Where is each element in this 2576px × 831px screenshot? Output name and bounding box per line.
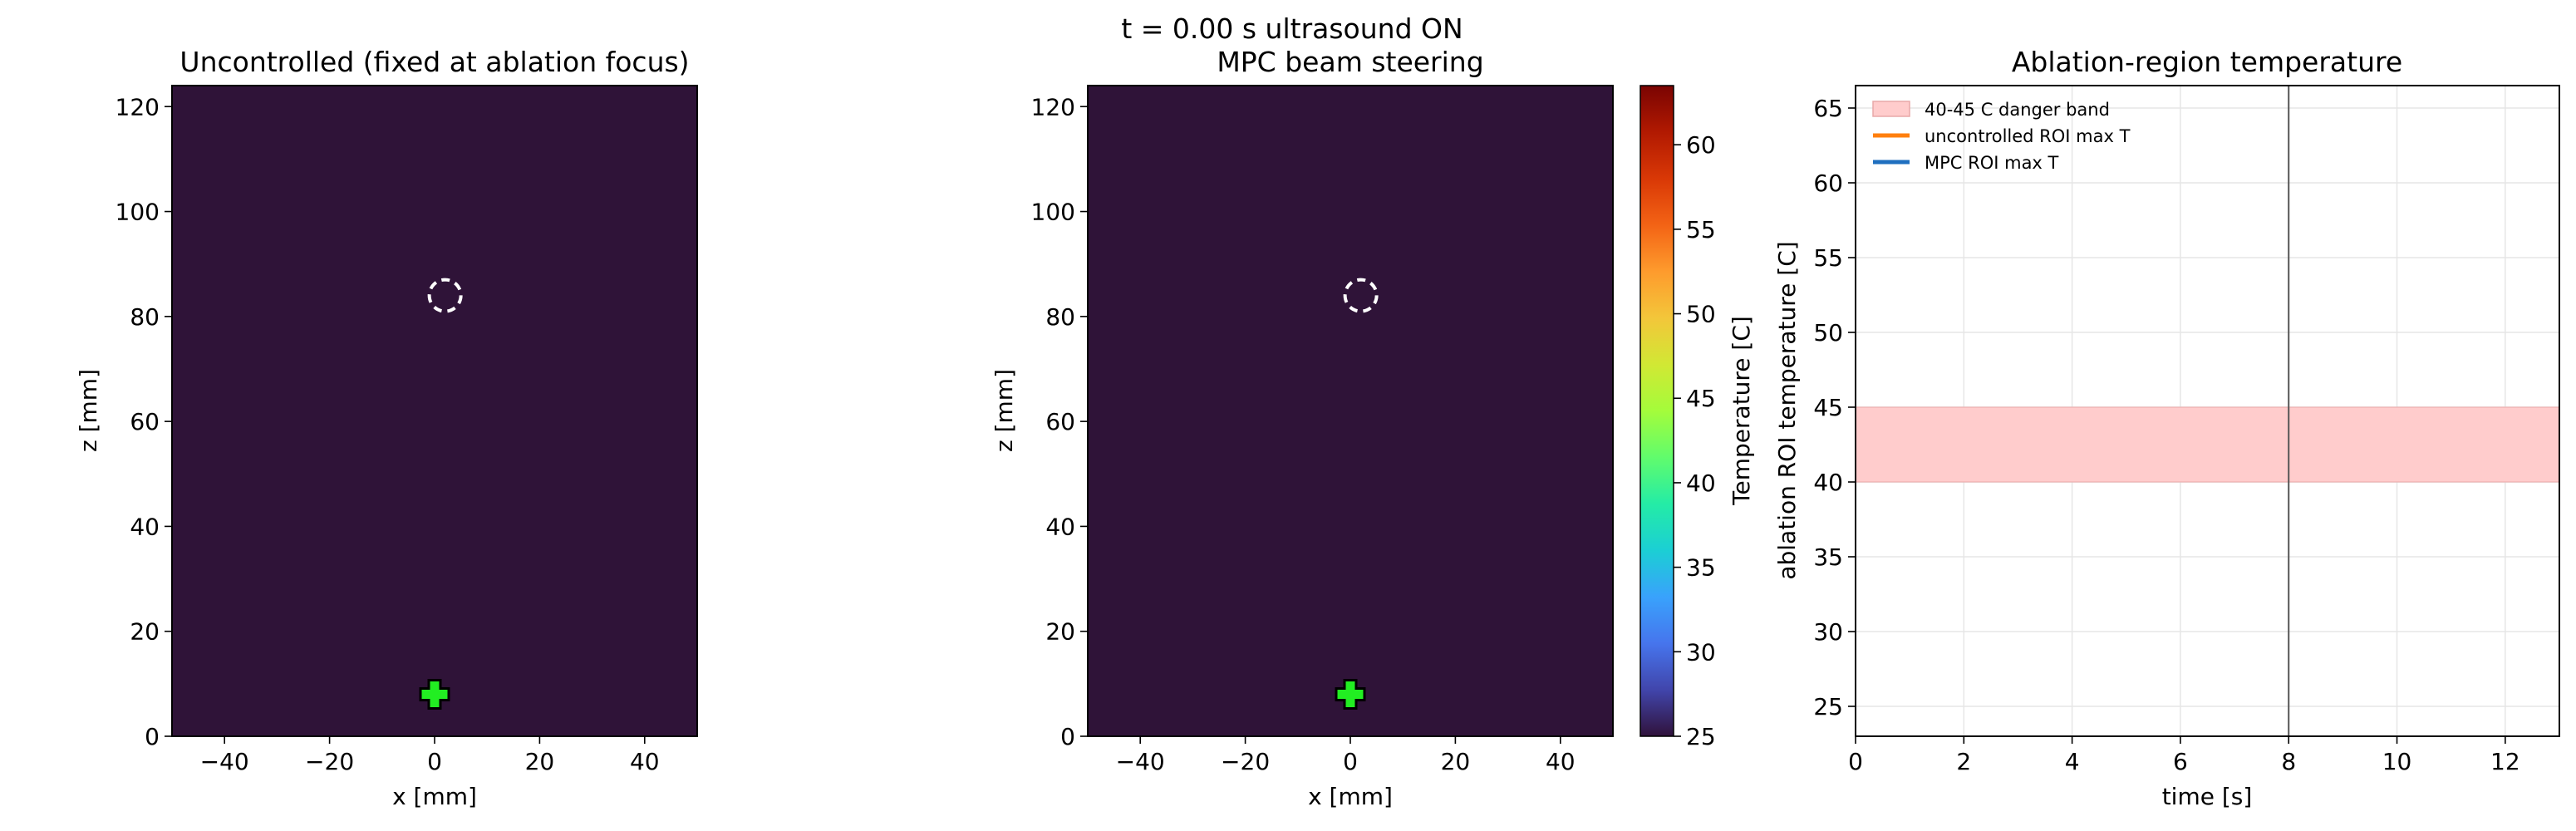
p2-xtick-label: 20	[1441, 748, 1471, 775]
roi-xtick-label: 8	[2281, 748, 2296, 775]
mpc-target-ring	[1343, 278, 1379, 313]
p1-ytick-label: 80	[130, 303, 160, 331]
mpc-x-axis-label: x [mm]	[1308, 783, 1393, 810]
figure-suptitle: t = 0.00 s ultrasound ON	[1121, 12, 1463, 45]
p2-xtick-label: −20	[1221, 748, 1270, 775]
uncontrolled-x-axis-label: x [mm]	[392, 783, 477, 810]
colorbar-tick-label: 60	[1686, 131, 1716, 159]
colorbar-tick-label: 50	[1686, 301, 1716, 328]
p2-xtick-label: 40	[1546, 748, 1576, 775]
roi-legend: 40-45 C danger band uncontrolled ROI max…	[1872, 100, 2131, 173]
roi-ytick-label: 55	[1813, 244, 1843, 272]
p1-xtick-label: −40	[200, 748, 249, 775]
p2-xtick-label: 0	[1343, 748, 1358, 775]
roi-ytick-label: 40	[1813, 469, 1843, 496]
roi-xtick-label: 4	[2065, 748, 2080, 775]
uncontrolled-transducer-marker	[419, 678, 450, 710]
mpc-panel-title: MPC beam steering	[1217, 46, 1483, 78]
colorbar-tick-label: 55	[1686, 216, 1716, 243]
uncontrolled-temperature-field	[171, 85, 698, 737]
p2-ytick-label: 60	[1045, 408, 1075, 435]
mpc-y-ticks: 0 20 40 60 80 100 120	[1031, 93, 1088, 750]
roi-ytick-label: 25	[1813, 693, 1843, 720]
roi-plot-frame	[1855, 85, 2560, 737]
p2-xtick-label: −40	[1116, 748, 1165, 775]
legend-band-swatch	[1872, 101, 1910, 117]
p1-xtick-label: 40	[630, 748, 660, 775]
colorbar-tick-label: 30	[1686, 638, 1716, 666]
uncontrolled-panel-title: Uncontrolled (fixed at ablation focus)	[179, 46, 689, 78]
danger-band	[1855, 406, 2560, 483]
colorbar-label: Temperature [C]	[1728, 316, 1755, 506]
p2-ytick-label: 40	[1045, 513, 1075, 540]
mpc-temperature-field	[1087, 85, 1614, 737]
roi-ytick-label: 30	[1813, 618, 1843, 646]
colorbar-ticks: 25 30 35 40 45 50 55 60	[1674, 131, 1716, 750]
roi-x-ticks: 0 2 4 6 8 10 12	[1848, 736, 2520, 775]
roi-xtick-label: 2	[1956, 748, 1971, 775]
legend-band-label: 40-45 C danger band	[1925, 100, 2110, 120]
roi-y-axis-label: ablation ROI temperature [C]	[1773, 241, 1801, 579]
colorbar-tick-label: 45	[1686, 385, 1716, 412]
p1-xtick-label: 0	[427, 748, 442, 775]
legend-uncontrolled-label: uncontrolled ROI max T	[1925, 126, 2131, 146]
p1-ytick-label: 40	[130, 513, 160, 540]
roi-ytick-label: 65	[1813, 95, 1843, 122]
mpc-heatmap-panel: MPC beam steering −40 −20 0 20 40 0 20 40 60 80 1…	[991, 46, 1614, 810]
roi-panel-title: Ablation-region temperature	[2012, 46, 2402, 78]
roi-x-axis-label: time [s]	[2162, 783, 2253, 810]
uncontrolled-y-ticks: 0 20 40 60 80 100 120	[116, 93, 172, 750]
mpc-y-axis-label: z [mm]	[991, 369, 1018, 452]
colorbar-tick-label: 40	[1686, 470, 1716, 497]
p1-ytick-label: 100	[116, 199, 160, 226]
colorbar-tick-label: 35	[1686, 554, 1716, 582]
roi-ytick-label: 60	[1813, 170, 1843, 197]
roi-xtick-label: 12	[2490, 748, 2520, 775]
p1-ytick-label: 0	[145, 723, 160, 750]
roi-xtick-label: 6	[2173, 748, 2188, 775]
p2-ytick-label: 0	[1060, 723, 1075, 750]
p1-ytick-label: 20	[130, 618, 160, 646]
roi-ytick-label: 45	[1813, 394, 1843, 421]
uncontrolled-y-axis-label: z [mm]	[75, 369, 102, 452]
p2-ytick-label: 20	[1045, 618, 1075, 646]
p1-ytick-label: 60	[130, 408, 160, 435]
p2-ytick-label: 100	[1031, 199, 1075, 226]
p1-xtick-label: −20	[305, 748, 354, 775]
mpc-x-ticks: −40 −20 0 20 40	[1116, 736, 1576, 775]
legend-mpc-label: MPC ROI max T	[1925, 153, 2059, 173]
roi-xtick-label: 0	[1848, 748, 1863, 775]
p2-ytick-label: 80	[1045, 303, 1075, 331]
roi-ytick-label: 50	[1813, 319, 1843, 347]
colorbar-gradient	[1639, 85, 1674, 737]
mpc-transducer-marker	[1335, 678, 1366, 710]
p1-xtick-label: 20	[525, 748, 555, 775]
roi-xtick-label: 10	[2382, 748, 2412, 775]
temperature-colorbar: 25 30 35 40 45 50 55 60 Temperature [C]	[1639, 85, 1755, 750]
colorbar-tick-label: 25	[1686, 723, 1716, 750]
p2-ytick-label: 120	[1031, 93, 1075, 120]
uncontrolled-x-ticks: −40 −20 0 20 40	[200, 736, 660, 775]
uncontrolled-target-ring	[427, 278, 463, 313]
roi-temperature-panel: Ablation-region temperature 0 2 4 6 8 10 12 25…	[1773, 46, 2560, 810]
uncontrolled-heatmap-panel: Uncontrolled (fixed at ablation focus) −…	[75, 46, 698, 810]
roi-ytick-label: 35	[1813, 543, 1843, 571]
roi-y-ticks: 25 30 35 40 45 50 55 60 65	[1813, 95, 1856, 720]
p1-ytick-label: 120	[116, 93, 160, 120]
